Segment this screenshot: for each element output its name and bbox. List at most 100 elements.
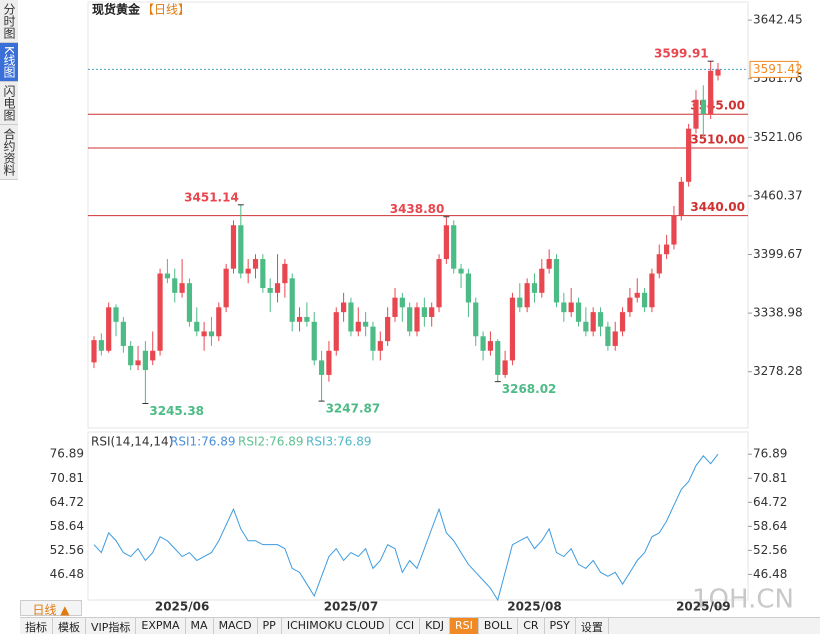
toolbar-tab[interactable]: BOLL — [479, 618, 519, 634]
toolbar-tab[interactable]: PP — [258, 618, 282, 634]
candle-body — [91, 340, 97, 363]
toolbar-tab[interactable]: 指标 — [20, 618, 53, 634]
candle-body — [509, 297, 516, 361]
candle-body — [502, 360, 508, 375]
period: 【日线】 — [142, 3, 190, 17]
last-price-box — [749, 60, 799, 78]
candle-body — [407, 307, 413, 332]
candle-body — [597, 312, 604, 327]
candle-body — [568, 302, 574, 313]
y-tick-label-left: 58.64 — [50, 519, 84, 533]
legend-entry: RSI3:76.89 — [306, 435, 372, 449]
toolbar-tab[interactable]: PSY — [545, 618, 576, 634]
candle-body — [120, 321, 126, 346]
y-tick-label-left: 70.81 — [50, 471, 84, 485]
y-tick-label-left: 64.72 — [50, 495, 84, 509]
rsi-frame — [87, 431, 749, 601]
candle-body — [627, 297, 633, 313]
candle-body — [612, 331, 618, 346]
candle-body — [686, 128, 692, 182]
toolbar-tab[interactable]: ICHIMOKU CLOUD — [282, 618, 391, 634]
y-tick-label: 46.48 — [753, 567, 787, 581]
candle-body — [619, 312, 626, 332]
candle-body — [363, 321, 369, 327]
candle-body — [473, 302, 479, 337]
toolbar-tab[interactable]: EXPMA — [136, 618, 186, 634]
candle-body — [693, 99, 699, 129]
candle-body — [252, 259, 259, 269]
y-tick-label: 3278.28 — [753, 364, 803, 378]
toolbar-tab[interactable]: VIP指标 — [86, 618, 137, 634]
toolbar-tab[interactable]: MA — [186, 618, 214, 634]
toolbar-tab[interactable]: KDJ — [420, 618, 451, 634]
candle-body — [355, 321, 361, 332]
extreme-label: 3247.87 — [326, 402, 381, 416]
candle-body — [238, 225, 244, 274]
candle-body — [348, 302, 354, 332]
candle-body — [414, 307, 420, 332]
candle-body — [377, 341, 383, 351]
extreme-label: 3599.91 — [654, 47, 709, 61]
side-tab[interactable]: 合约资料 — [0, 124, 18, 180]
y-tick-label: 3521.06 — [753, 130, 803, 144]
candle-body — [443, 225, 449, 260]
candle-body — [326, 350, 332, 375]
side-tab[interactable]: 分时图 — [0, 0, 18, 43]
extreme-label: 3438.80 — [390, 202, 445, 216]
period-button[interactable]: 日线 ▲ — [20, 600, 82, 617]
candle-body — [311, 321, 317, 361]
toolbar-tab[interactable]: CCI — [390, 618, 421, 634]
candle-body — [113, 307, 119, 322]
candle-body — [708, 70, 714, 115]
legend-entry: RSI2:76.89 — [238, 435, 304, 449]
side-tab[interactable]: 闪电图 — [0, 81, 18, 125]
toolbar-tab[interactable]: 设置 — [576, 618, 609, 634]
candle-body — [605, 326, 611, 346]
side-tab[interactable]: K线图 — [0, 43, 18, 82]
candle-body — [678, 181, 684, 216]
candle-body — [135, 360, 141, 366]
candle-body — [524, 283, 530, 308]
candle-body — [267, 288, 273, 293]
candle-body — [429, 307, 435, 317]
toolbar-tab[interactable]: 模板 — [53, 618, 86, 634]
toolbar-tab[interactable]: MACD — [214, 618, 258, 634]
y-tick-label: 52.56 — [753, 543, 787, 557]
x-tick-label: 2025/09 — [676, 600, 730, 614]
candle-body — [487, 341, 494, 351]
candle-body — [333, 312, 339, 351]
candle-body — [172, 278, 178, 293]
legend-entry: RSI1:76.89 — [170, 435, 236, 449]
extreme-label: 3451.14 — [184, 190, 239, 204]
candle-body — [186, 283, 193, 322]
toolbar: 指标 模板 VIP指标 EXPMA MA MACD PP ICHIMOKU CLOUD CCI K… — [20, 617, 820, 634]
toolbar-tab[interactable]: RSI — [450, 618, 479, 634]
candle-body — [274, 283, 281, 293]
candle-body — [157, 273, 163, 351]
candle-body — [700, 99, 706, 115]
extreme-label: 3268.02 — [502, 382, 557, 396]
candle-body — [575, 302, 582, 322]
candle-body — [370, 326, 376, 351]
candle-body — [656, 254, 662, 274]
candle-body — [260, 259, 266, 288]
candle-body — [715, 69, 721, 76]
candle-body — [194, 321, 200, 332]
candle-body — [451, 225, 457, 269]
toolbar-tab[interactable]: CR — [518, 618, 545, 634]
candle-body — [208, 331, 215, 337]
main-frame — [87, 1, 749, 429]
candle-body — [282, 263, 288, 284]
candle-body — [150, 350, 156, 361]
y-tick-label: 3642.45 — [753, 13, 803, 27]
candle-body — [296, 316, 303, 322]
candle-body — [458, 268, 464, 274]
candle-body — [583, 321, 589, 332]
y-tick-label: 3460.37 — [753, 188, 803, 202]
x-tick-label: 2025/08 — [507, 600, 561, 614]
candle-body — [634, 292, 640, 298]
candle-body — [245, 268, 251, 274]
candle-body — [318, 360, 325, 375]
